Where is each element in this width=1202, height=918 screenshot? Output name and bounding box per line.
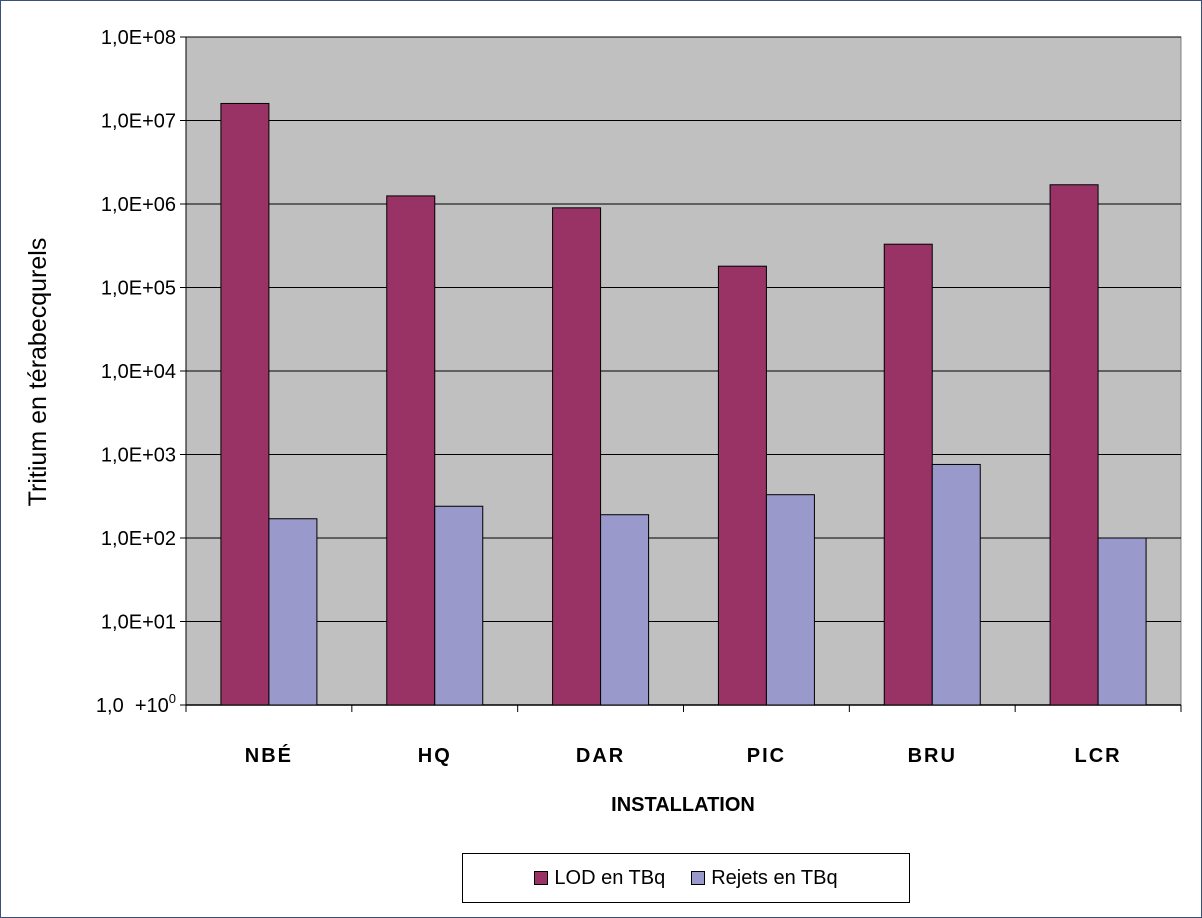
bar-lod (717, 265, 767, 706)
bar-lod (552, 207, 602, 706)
y-tick-label-exponent: 0 (169, 691, 176, 706)
y-tick-label: 1,0E+08 (101, 27, 176, 49)
gridlines (186, 36, 1181, 622)
y-tick-label: 1,0E+02 (101, 528, 176, 550)
bar-lod (220, 102, 270, 706)
legend-label-rejets: Rejets en TBq (711, 866, 838, 889)
y-tick-label: 1,0E+01 (101, 612, 176, 634)
bar-rejets (268, 518, 318, 706)
y-tick-label-base: 1,0 +10 (96, 695, 169, 717)
bar-lod (386, 195, 436, 706)
legend-item-lod: LOD en TBq (534, 867, 665, 890)
bar-rejets (931, 463, 981, 706)
x-tick-label: NBÉ (245, 744, 293, 767)
x-axis: NBÉ HQ DAR PIC BRU LCR (185, 704, 1182, 767)
legend: LOD en TBq Rejets en TBq (462, 853, 910, 903)
legend-swatch-rejets (691, 871, 706, 885)
legend-swatch-lod (534, 871, 549, 885)
y-axis-title: Tritium en térabecqurels (24, 238, 52, 507)
bar-rejets (434, 505, 484, 706)
y-tick-label: 1,0E+05 (101, 278, 176, 300)
y-tick-label: 1,0 +100 (96, 691, 176, 717)
y-tick-label: 1,0E+03 (101, 445, 176, 467)
y-tick-label: 1,0E+04 (101, 361, 176, 383)
bar-rejets (765, 494, 815, 706)
bar-rejets (600, 514, 650, 706)
y-tick-label: 1,0E+06 (101, 194, 176, 216)
y-axis: 1,0 +100 1,0E+01 1,0E+02 1,0E+03 1,0E+04 1,0E… (96, 27, 187, 717)
bar-lod (883, 243, 933, 706)
bar-lod (1049, 184, 1099, 706)
bar-rejets (1097, 537, 1147, 706)
x-tick-label: HQ (418, 745, 452, 767)
x-tick-label: DAR (576, 745, 625, 767)
x-tick-label: BRU (908, 745, 957, 767)
y-tick-label: 1,0E+07 (101, 111, 176, 133)
x-tick-label: LCR (1075, 745, 1122, 767)
x-axis-title: INSTALLATION (611, 794, 755, 816)
bars (220, 102, 1147, 706)
legend-label-lod: LOD en TBq (554, 866, 666, 889)
x-tick-label: PIC (747, 745, 786, 767)
legend-item-rejets: Rejets en TBq (691, 866, 838, 890)
